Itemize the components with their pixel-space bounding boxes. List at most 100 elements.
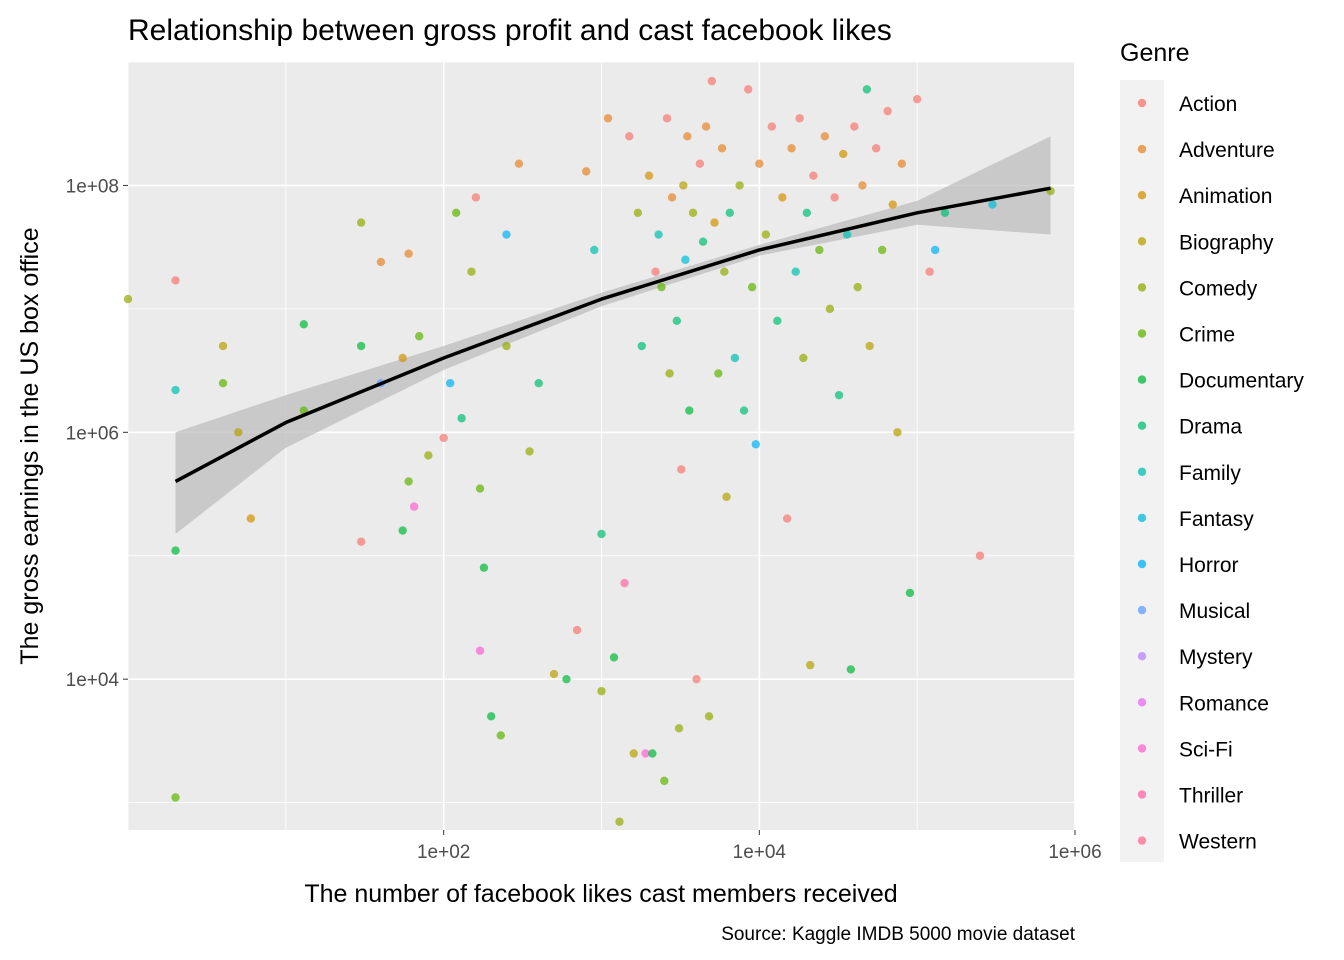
legend-item: Comedy <box>1137 277 1258 300</box>
data-point <box>698 237 708 246</box>
data-point <box>356 218 366 227</box>
data-point <box>534 378 543 388</box>
legend-label: Musical <box>1179 600 1250 623</box>
y-tick-label: 1e+04 <box>66 670 120 691</box>
data-point <box>445 378 455 388</box>
data-point <box>633 208 643 218</box>
data-point <box>467 267 476 276</box>
data-point <box>582 167 591 176</box>
data-point <box>171 793 180 802</box>
data-point <box>415 332 424 341</box>
data-points <box>123 76 1055 826</box>
y-tick-label: 1e+08 <box>66 176 119 197</box>
x-tick-label: 1e+04 <box>733 842 787 863</box>
trend-line <box>174 186 1051 483</box>
data-point <box>502 341 511 351</box>
data-point <box>641 749 650 758</box>
data-point <box>549 669 559 679</box>
legend-key <box>1137 329 1147 338</box>
legend-key <box>1137 790 1147 799</box>
data-point <box>409 502 419 511</box>
data-point <box>830 193 839 202</box>
data-point <box>525 447 534 456</box>
data-point <box>123 294 133 304</box>
legend-item: Drama <box>1137 416 1242 439</box>
legend-label: Action <box>1179 93 1237 116</box>
legend-item: Action <box>1137 93 1237 116</box>
data-point <box>674 724 684 733</box>
data-point <box>912 94 922 104</box>
data-point <box>799 353 808 363</box>
y-axis-title: The gross earnings in the US box office <box>16 227 44 664</box>
data-point <box>572 625 582 635</box>
legend-key <box>1137 605 1147 615</box>
legend-key <box>1137 698 1147 707</box>
data-point <box>883 106 892 116</box>
legend-key <box>1137 191 1147 200</box>
data-point <box>502 230 511 239</box>
data-point <box>850 122 859 131</box>
axis-ticks: 1e+02 1e+04 1e+06 1e+04 1e+06 1e+08 <box>66 176 1102 863</box>
x-axis-title: The number of facebook likes cast member… <box>304 880 897 908</box>
legend-key <box>1137 559 1147 569</box>
data-point <box>739 406 749 415</box>
legend-key <box>1137 467 1147 476</box>
legend-label: Biography <box>1179 231 1274 254</box>
data-point <box>809 171 818 180</box>
legend-label: Romance <box>1179 692 1269 715</box>
data-point <box>825 304 835 314</box>
y-tick-label: 1e+06 <box>66 423 119 444</box>
data-point <box>905 588 915 598</box>
legend-key <box>1137 744 1147 753</box>
data-point <box>846 665 856 674</box>
chart-title: Relationship between gross profit and ca… <box>128 14 892 47</box>
legend-label: Mystery <box>1179 646 1253 669</box>
confidence-band <box>175 136 1051 535</box>
legend-item: Family <box>1137 462 1241 485</box>
legend-key <box>1137 513 1147 523</box>
legend: Action Adventure Animation Biography Comedy C… <box>1137 93 1304 854</box>
data-point <box>707 76 717 86</box>
data-point <box>704 712 714 721</box>
legend-key <box>1137 237 1147 246</box>
data-point <box>717 144 727 153</box>
data-point <box>751 440 761 449</box>
legend-label: Documentary <box>1179 370 1304 393</box>
data-point <box>778 193 787 202</box>
data-point <box>683 132 692 141</box>
data-point <box>735 181 744 190</box>
data-point <box>625 132 634 141</box>
legend-label: Comedy <box>1179 277 1258 300</box>
data-point <box>839 149 848 159</box>
legend-item: Horror <box>1137 554 1239 577</box>
data-point <box>475 646 485 655</box>
legend-key <box>1137 375 1147 384</box>
data-point <box>609 653 619 662</box>
data-point <box>862 85 872 94</box>
legend-label: Adventure <box>1179 139 1275 162</box>
data-point <box>667 193 677 202</box>
data-point <box>424 451 433 460</box>
data-point <box>975 551 985 560</box>
data-point <box>651 267 660 276</box>
data-point <box>615 817 624 826</box>
data-point <box>654 230 663 239</box>
data-point <box>451 208 461 218</box>
data-point <box>701 122 711 131</box>
data-point <box>629 749 638 758</box>
data-point <box>865 341 874 351</box>
caption: Source: Kaggle IMDB 5000 movie dataset <box>721 924 1076 945</box>
legend-label: Crime <box>1179 324 1235 347</box>
data-point <box>695 159 705 168</box>
legend-item: Animation <box>1137 185 1272 208</box>
data-point <box>404 249 413 258</box>
legend-label: Animation <box>1179 185 1272 208</box>
data-point <box>218 341 228 351</box>
data-point <box>692 674 701 684</box>
data-point <box>710 218 719 227</box>
data-point <box>720 267 729 276</box>
legend-key <box>1137 144 1147 154</box>
data-point <box>597 686 606 696</box>
data-point <box>398 353 407 363</box>
grid-lines <box>127 61 1076 830</box>
